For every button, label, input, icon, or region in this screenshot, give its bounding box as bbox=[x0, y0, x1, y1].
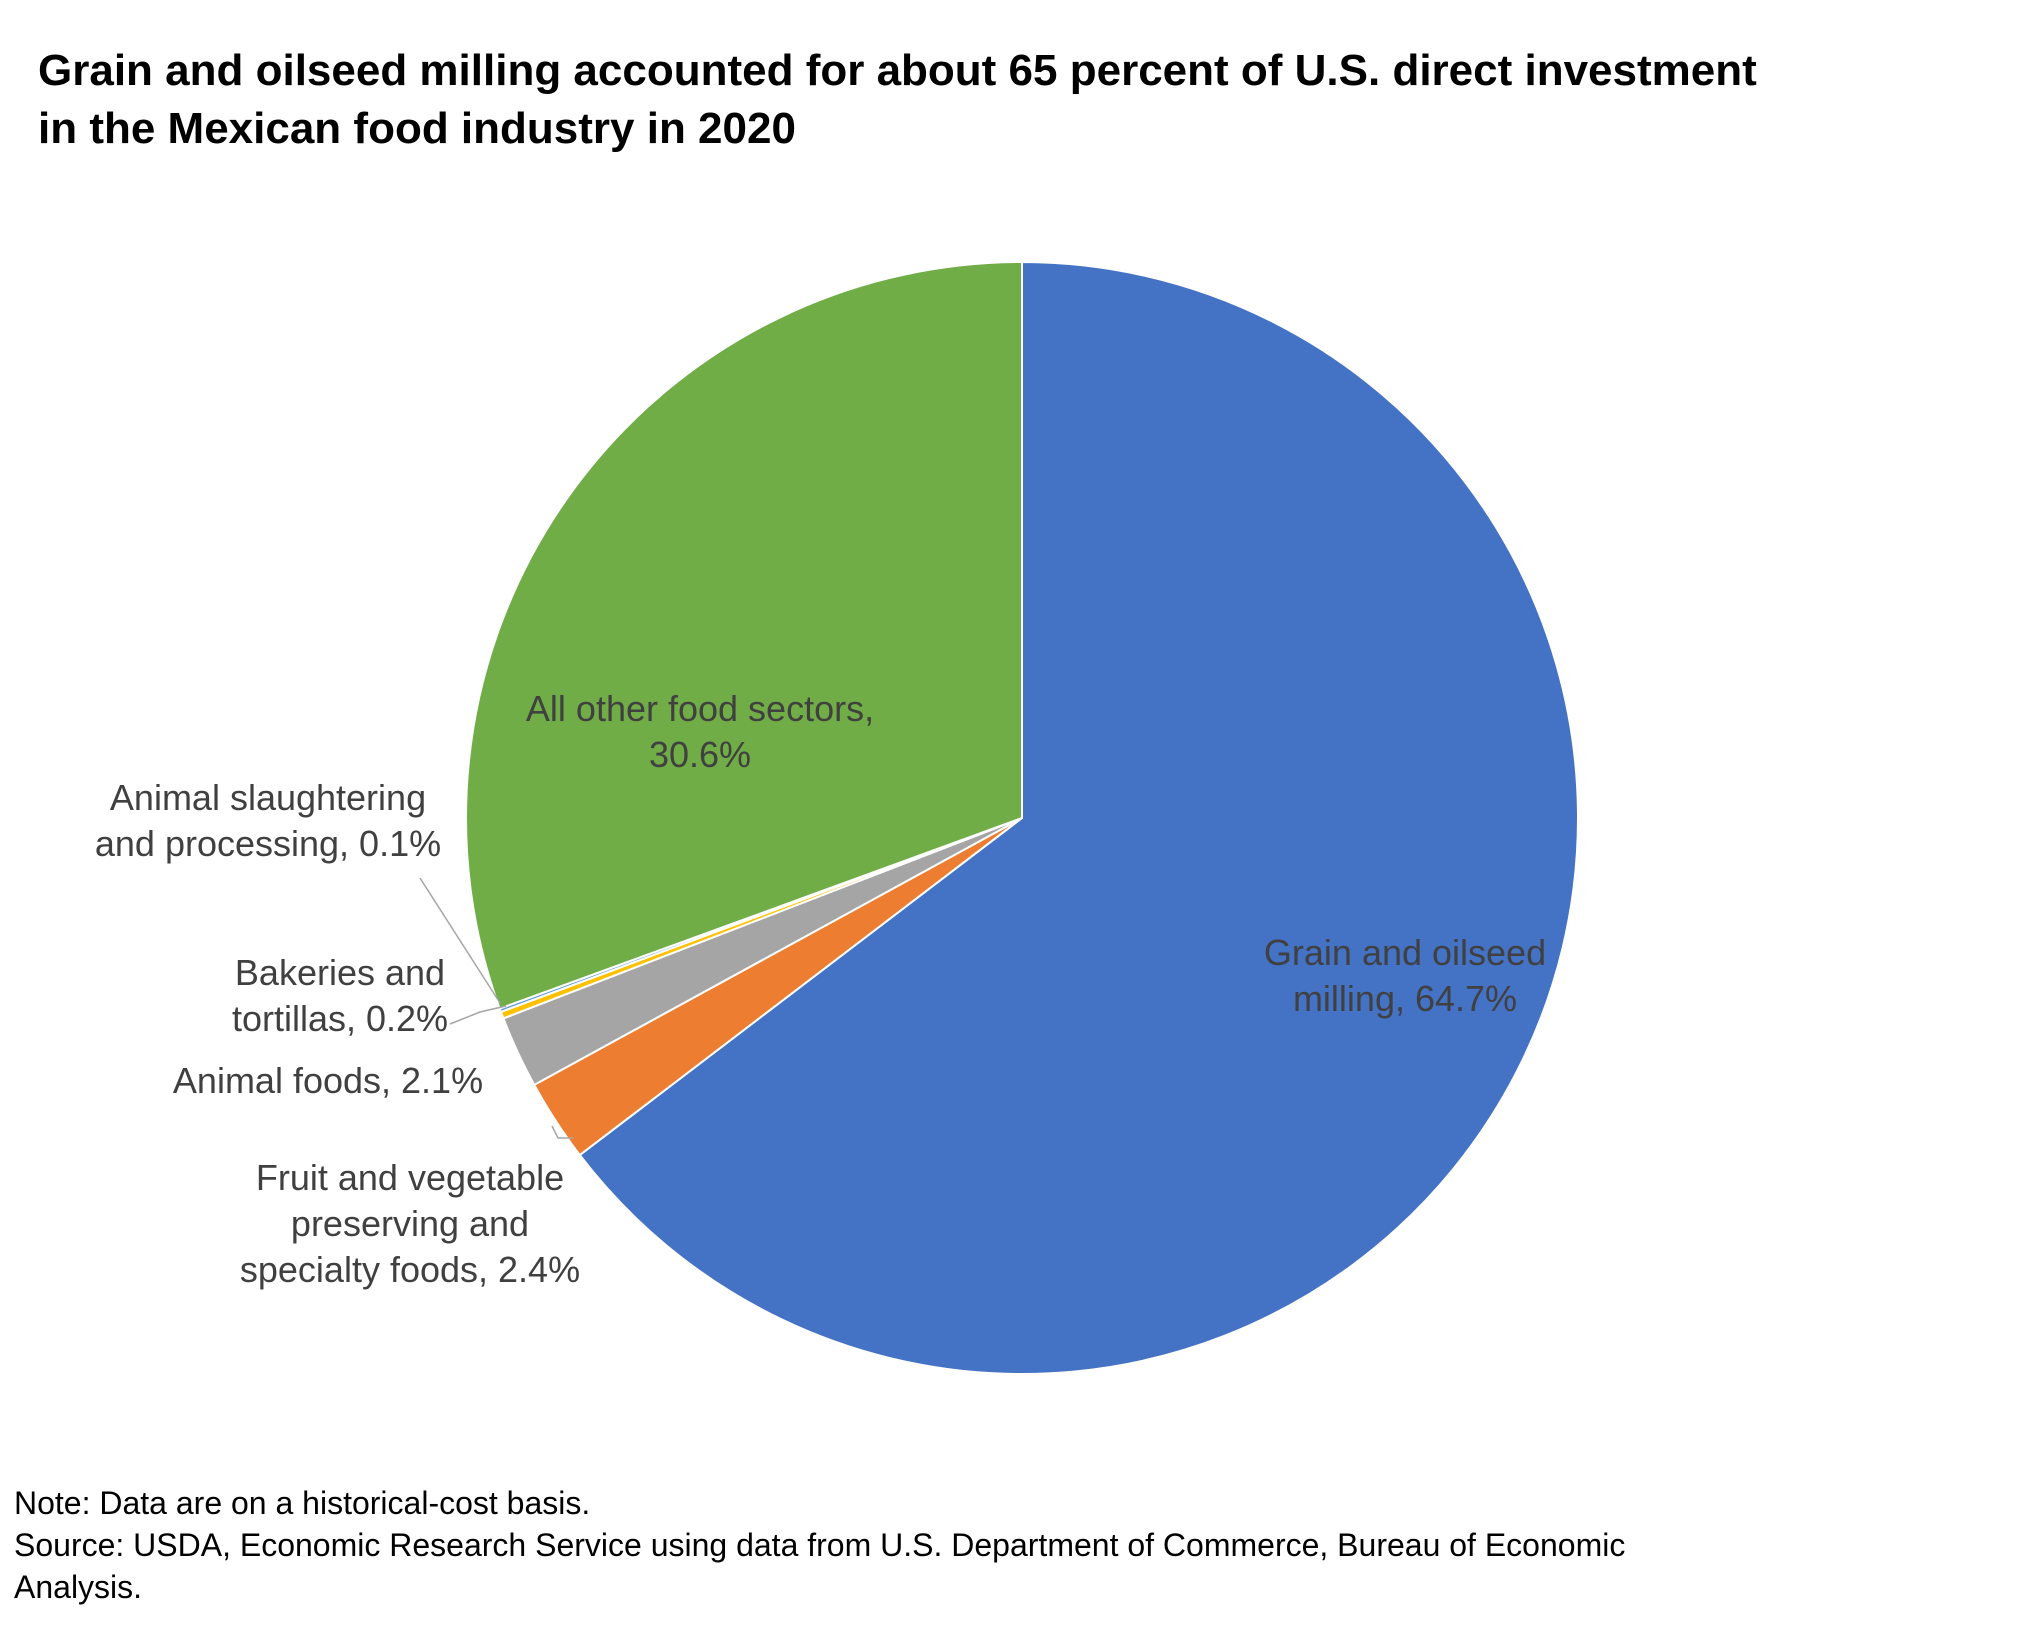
chart-footer: Note: Data are on a historical-cost basi… bbox=[14, 1482, 1625, 1608]
slice-label-grain-and-oilseed-milling: Grain and oilseed milling, 64.7% bbox=[1264, 932, 1546, 1019]
footer-note: Note: Data are on a historical-cost basi… bbox=[14, 1485, 591, 1521]
footer-source-line-2: Analysis. bbox=[14, 1569, 143, 1605]
leader-line-animal-slaughtering-and-processing bbox=[419, 877, 501, 1004]
footer-source-line-1: Source: USDA, Economic Research Service … bbox=[14, 1527, 1626, 1563]
leader-lines bbox=[419, 877, 573, 1139]
slice-label-bakeries-and-tortillas: Bakeries and tortillas, 0.2% bbox=[232, 952, 448, 1039]
leader-line-bakeries-and-tortillas bbox=[449, 1005, 507, 1025]
leader-line-fruit-and-vegetable-preserving-and-specialty-foods bbox=[551, 1125, 573, 1139]
chart-title-line-2: in the Mexican food industry in 2020 bbox=[38, 104, 796, 153]
slice-label-animal-foods: Animal foods, 2.1% bbox=[173, 1060, 483, 1101]
chart-title: Grain and oilseed milling accounted for … bbox=[38, 42, 1998, 158]
slice-label-fruit-and-vegetable-preserving-and-specialty-foods: Fruit and vegetable preserving and special… bbox=[240, 1157, 580, 1290]
slice-label-animal-slaughtering-and-processing: Animal slaughtering and processing, 0.1% bbox=[95, 777, 441, 864]
chart-title-line-1: Grain and oilseed milling accounted for … bbox=[38, 46, 1757, 95]
pie-slices bbox=[465, 260, 1579, 1375]
pie-slice-grain-and-oilseed-milling bbox=[578, 260, 1579, 1375]
pie-slice-all-other-food-sectors bbox=[465, 260, 1023, 1010]
slice-labels: Grain and oilseed milling, 64.7% Fruit and… bbox=[95, 688, 1546, 1290]
slice-label-all-other-food-sectors: All other food sectors, 30.6% bbox=[526, 688, 874, 775]
